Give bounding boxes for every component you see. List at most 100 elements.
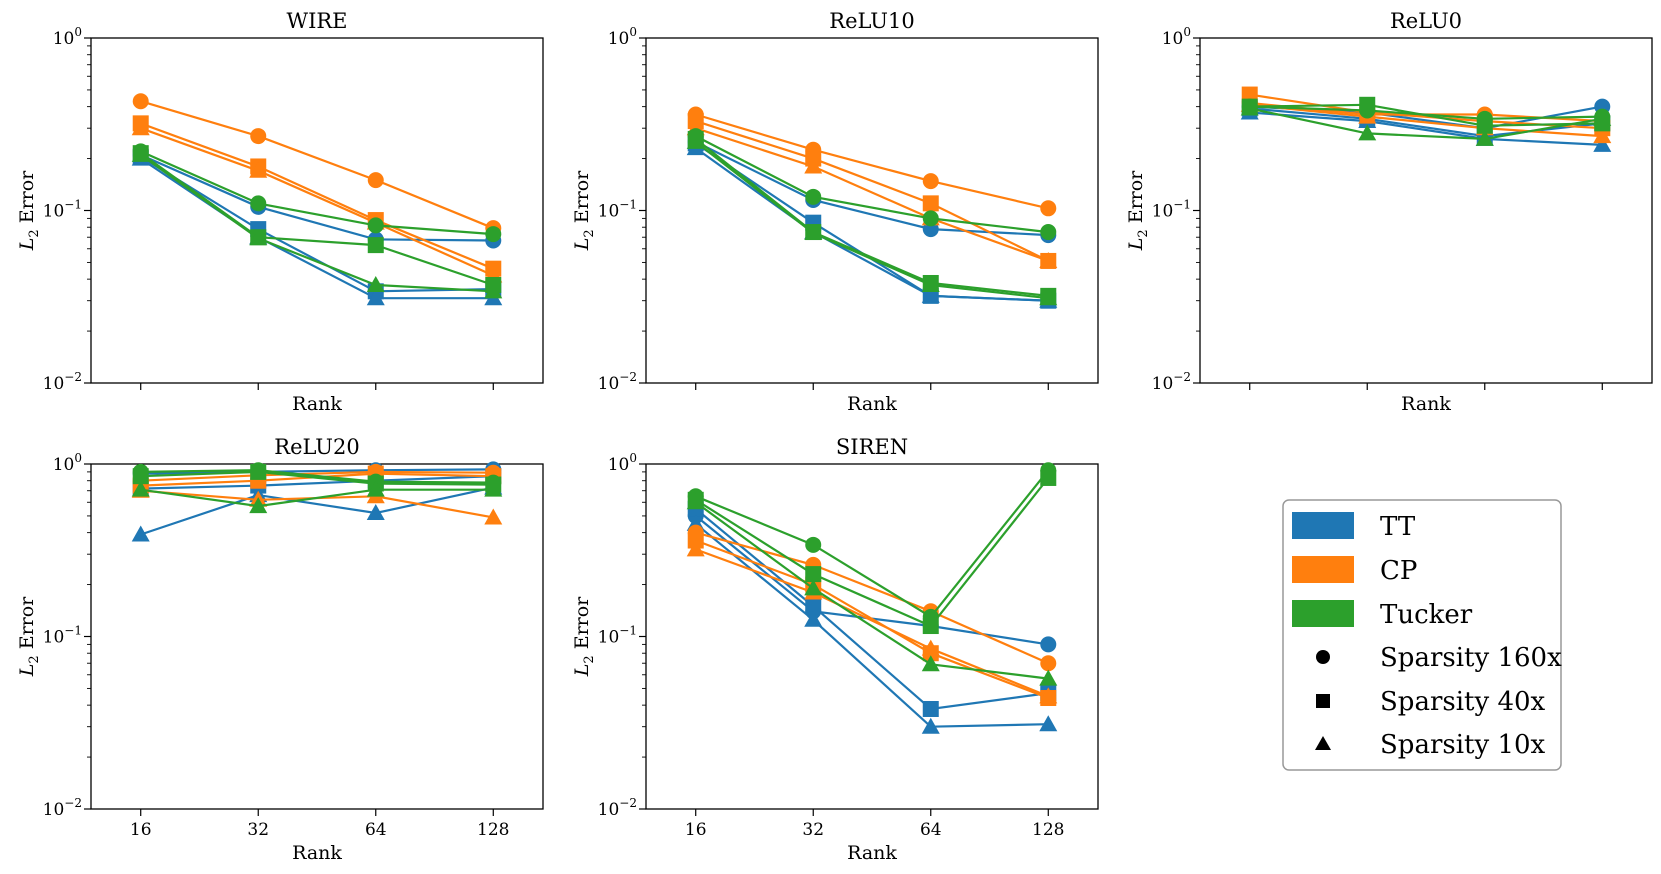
relu10-ytick-label: 10−2 [598,370,637,394]
relu20-tt-sparsity-10x-line [140,486,494,536]
siren-tucker-sparsity-10x-line [695,501,1049,680]
series-siren-cp-sparsity-10x [686,540,1058,704]
siren-ylabel: L2 Error [571,596,597,677]
wire-cp-sparsity-160x-line [140,100,494,230]
siren-xtick-label: 64 [920,820,942,840]
series-relu10-cp-sparsity-40x [687,113,1057,269]
legend-square-marker [1316,694,1330,708]
relu20-xlabel: Rank [292,842,342,864]
legend-tt-swatch [1292,512,1354,539]
relu0-cp-sparsity-40x-point [1241,86,1258,103]
relu10-tucker-sparsity-10x-line [695,141,1049,300]
siren-tt-sparsity-10x-point [1039,715,1058,732]
siren-tt-sparsity-40x-point [922,700,939,717]
wire-cp-sparsity-160x-point [250,128,267,145]
siren-cp-sparsity-10x-point [1039,687,1058,704]
siren-cp-sparsity-10x-point [686,540,705,557]
relu10-ytick-label: 100 [608,25,637,49]
siren-xtick-label: 16 [685,820,707,840]
chart-relu20: 10−2 10−1 100 16 32 64 128 ReLU20 Rank L2 Error [16,435,544,864]
wire-tt-sparsity-10x-point [366,289,385,306]
series-relu10-cp-sparsity-10x [686,119,1058,268]
siren-tucker-sparsity-40x-line [695,477,1050,628]
wire-tucker-sparsity-10x-point [366,275,385,292]
relu20-ytick-label: 10−1 [43,624,82,648]
siren-tucker-sparsity-10x-point [804,579,823,596]
relu20-tt-sparsity-40x-line [140,475,494,490]
wire-tucker-sparsity-10x-point [484,282,503,299]
wire-tt-sparsity-40x-line [140,155,494,293]
siren-cp-sparsity-40x-line [695,539,1049,700]
relu0-tucker-sparsity-10x-point [1358,124,1377,141]
relu10-tucker-sparsity-160x-point [805,188,822,205]
series-siren-tucker-sparsity-40x [687,469,1057,635]
relu10-tt-sparsity-10x-line [695,147,1049,302]
legend-cp-swatch [1292,556,1354,583]
series-relu10-tucker-sparsity-40x [687,130,1057,304]
relu20-ytick-label: 10−2 [43,796,82,820]
relu20-tucker-sparsity-10x-point [484,480,503,497]
relu20-tucker-sparsity-160x-line [140,469,494,484]
legend-sparsity-40x-label: Sparsity 40x [1380,687,1546,717]
series-wire-cp-sparsity-10x [131,119,503,283]
series-siren-tt-sparsity-40x [687,500,1057,717]
relu20-tucker-sparsity-40x-point [132,468,149,485]
relu0-tt-sparsity-10x-line [1249,111,1603,146]
series-relu10-tucker-sparsity-10x [686,132,1058,306]
relu10-xlabel: Rank [847,393,897,415]
relu20-tt-sparsity-10x-point [366,503,385,520]
relu20-xtick-label: 128 [477,820,509,840]
siren-tt-sparsity-10x-point [921,717,940,734]
wire-title: WIRE [286,9,347,33]
wire-ytick-label: 10−2 [43,370,82,394]
wire-cp-sparsity-40x-line [140,122,494,270]
siren-tt-sparsity-40x-point [805,598,822,615]
siren-tucker-sparsity-40x-point [1040,469,1057,486]
relu0-ylabel: L2 Error [1125,170,1151,251]
relu0-tucker-sparsity-40x-point [1476,117,1493,134]
relu10-tucker-sparsity-160x-point [1040,224,1057,241]
chart-wire: 10−2 10−1 100 WIRE Rank L2 Error [16,9,544,415]
relu0-tucker-sparsity-10x-line [1249,107,1603,141]
siren-xlabel: Rank [847,842,897,864]
legend-tucker-label: Tucker [1380,600,1473,630]
relu0-tt-sparsity-10x-point [1593,135,1612,152]
relu10-tucker-sparsity-10x-point [686,132,705,149]
relu10-cp-sparsity-160x-point [1040,200,1057,217]
relu0-tucker-sparsity-10x-point [1593,109,1612,126]
chart-relu0: 10−2 10−1 100 ReLU0 Rank L2 Error [1125,9,1653,415]
relu10-tucker-sparsity-160x-line [695,135,1049,234]
relu20-xtick-label: 32 [247,820,269,840]
relu0-ytick-label: 10−1 [1152,198,1191,222]
siren-ytick-label: 10−2 [598,796,637,820]
relu0-cp-sparsity-10x-line [1249,103,1603,138]
relu10-tucker-sparsity-160x-point [922,210,939,227]
relu10-ylabel: L2 Error [571,170,597,251]
relu10-cp-sparsity-10x-point [804,157,823,174]
wire-tt-sparsity-160x-line [140,153,494,242]
relu20-ytick-label: 100 [53,451,82,475]
series-relu20-tucker-sparsity-10x [131,480,503,514]
legend-circle-marker [1316,650,1330,664]
relu0-tucker-sparsity-10x-point [1240,99,1259,116]
siren-tucker-sparsity-160x-line [695,469,1050,619]
wire-tucker-sparsity-10x-point [131,145,150,162]
siren-tucker-sparsity-40x-point [922,618,939,635]
wire-tucker-sparsity-40x-line [140,152,494,287]
relu20-tucker-sparsity-10x-line [140,488,494,508]
legend-tt-label: TT [1380,512,1416,542]
siren-ytick-label: 100 [608,451,637,475]
series-siren-cp-sparsity-160x [687,524,1057,672]
series-wire-tucker-sparsity-10x [131,145,503,299]
relu20-tucker-sparsity-40x-point [250,463,267,480]
relu20-plot-frame [90,463,544,810]
series-relu0-tucker-sparsity-10x [1240,99,1612,146]
relu20-xtick-label: 16 [130,820,152,840]
siren-tt-sparsity-40x-line [694,507,1049,711]
siren-tucker-sparsity-10x-point [686,493,705,510]
relu10-cp-sparsity-160x-line [695,113,1049,210]
wire-cp-sparsity-160x-point [367,172,384,189]
relu10-cp-sparsity-40x-line [695,120,1049,262]
relu10-tt-sparsity-10x-point [921,286,940,303]
relu20-title: ReLU20 [274,435,359,459]
